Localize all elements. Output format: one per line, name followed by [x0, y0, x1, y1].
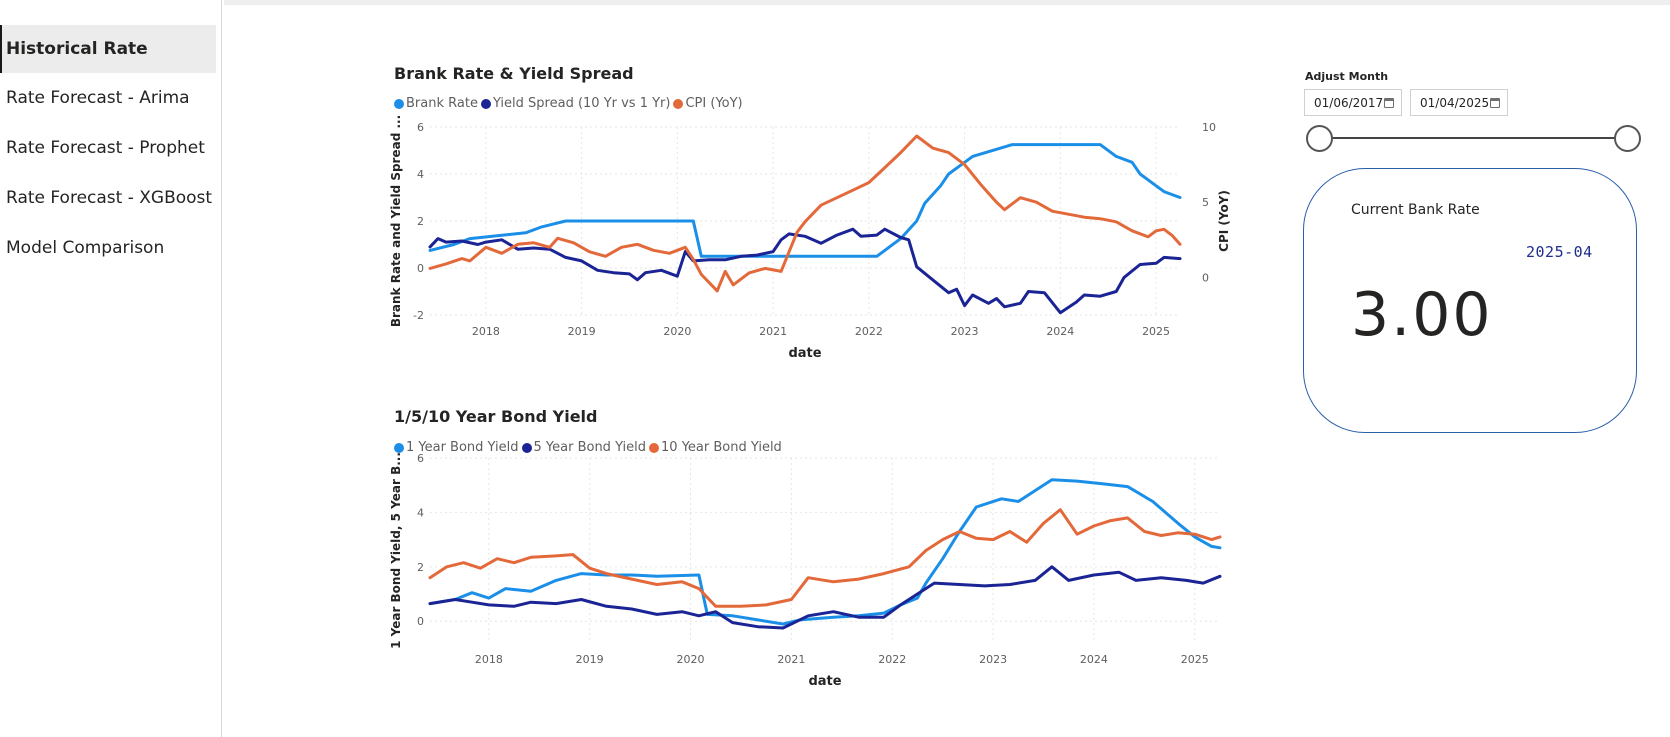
chart-legend: Brank Rate Yield Spread (10 Yr vs 1 Yr) … — [394, 96, 746, 111]
legend-item[interactable]: 5 Year Bond Yield — [521, 440, 647, 455]
slicer-title: Adjust Month — [1305, 70, 1389, 83]
y-tick-label: 2 — [417, 215, 424, 228]
x-tick-label: 2020 — [663, 325, 691, 338]
x-tick-label: 2018 — [475, 653, 503, 666]
y2-axis-title: CPI (YoY) — [1217, 190, 1231, 252]
x-tick-label: 2021 — [777, 653, 805, 666]
y-axis-title: 1 Year Bond Yield, 5 Year B... — [389, 452, 403, 649]
x-tick-label: 2020 — [677, 653, 705, 666]
x-axis-title: date — [788, 346, 821, 361]
calendar-icon[interactable] — [1490, 98, 1500, 108]
y-axis-title: Brank Rate and Yield Spread ... — [389, 115, 403, 327]
card-date: 2025-04 — [1526, 243, 1593, 261]
x-tick-label: 2023 — [951, 325, 979, 338]
nav-item-model-comparison[interactable]: Model Comparison — [0, 224, 216, 272]
series-line-yield-spread-10-yr-vs-1-yr — [428, 227, 1182, 315]
x-axis-title: date — [808, 674, 841, 689]
date-range-slider-track[interactable] — [1320, 137, 1628, 139]
card-title: Current Bank Rate — [1351, 202, 1480, 218]
x-tick-label: 2025 — [1181, 653, 1209, 666]
y-tick-label: -2 — [413, 309, 424, 322]
start-date-input[interactable]: 01/06/2017 — [1304, 89, 1402, 116]
x-tick-label: 2022 — [878, 653, 906, 666]
nav-item-rate-forecast-xgboost[interactable]: Rate Forecast - XGBoost — [0, 174, 216, 222]
chart-legend: 1 Year Bond Yield 5 Year Bond Yield 10 Y… — [394, 440, 785, 455]
x-tick-label: 2022 — [855, 325, 883, 338]
end-date-value: 01/04/2025 — [1420, 95, 1490, 110]
legend-marker-icon — [521, 442, 532, 453]
x-tick-label: 2021 — [759, 325, 787, 338]
y-tick-label: 4 — [417, 168, 424, 181]
legend-item[interactable]: CPI (YoY) — [673, 96, 743, 111]
y-tick-label: 6 — [417, 452, 424, 465]
x-tick-label: 2024 — [1080, 653, 1108, 666]
legend-label: 10 Year Bond Yield — [661, 440, 782, 455]
legend-item[interactable]: Yield Spread (10 Yr vs 1 Yr) — [480, 96, 671, 111]
y-tick-label: 0 — [417, 262, 424, 275]
legend-label: 5 Year Bond Yield — [533, 440, 647, 455]
legend-label: 1 Year Bond Yield — [406, 440, 519, 455]
series-line-cpi-yoy — [428, 134, 1182, 293]
bank-rate-yield-spread-chart[interactable]: -2 0 2 4 6 0 5 10 2018 2019 2020 2021 2022 2023 2024 20… — [380, 115, 1280, 380]
report-top-bar — [224, 0, 1670, 5]
calendar-icon[interactable] — [1384, 98, 1394, 108]
chart-title: 1/5/10 Year Bond Yield — [394, 407, 598, 426]
legend-item[interactable]: 1 Year Bond Yield — [394, 440, 519, 455]
x-tick-label: 2023 — [979, 653, 1007, 666]
legend-item[interactable]: Brank Rate — [394, 96, 478, 111]
x-tick-label: 2019 — [568, 325, 596, 338]
legend-label: Brank Rate — [406, 96, 478, 111]
y2-tick-label: 10 — [1202, 121, 1216, 134]
series-line-1-year-bond-yield — [428, 478, 1222, 626]
y-tick-label: 6 — [417, 121, 424, 134]
nav-item-label: Rate Forecast - XGBoost — [6, 188, 213, 208]
legend-marker-icon — [673, 98, 684, 109]
series-line-10-year-bond-yield — [428, 508, 1222, 608]
legend-marker-icon — [394, 98, 404, 109]
legend-marker-icon — [480, 98, 491, 109]
slider-start-handle[interactable] — [1306, 125, 1333, 152]
nav-item-label: Rate Forecast - Arima — [6, 88, 190, 108]
y-tick-label: 2 — [417, 561, 424, 574]
nav-item-label: Rate Forecast - Prophet — [6, 138, 205, 158]
nav-item-label: Historical Rate — [6, 39, 148, 59]
y2-tick-label: 0 — [1202, 271, 1209, 284]
x-tick-label: 2019 — [576, 653, 604, 666]
legend-label: CPI (YoY) — [685, 96, 743, 111]
chart-title: Brank Rate & Yield Spread — [394, 64, 634, 83]
page-navigation-sidebar: Historical Rate Rate Forecast - Arima Ra… — [0, 0, 222, 737]
x-tick-label: 2025 — [1142, 325, 1170, 338]
end-date-input[interactable]: 01/04/2025 — [1410, 89, 1508, 116]
nav-item-historical-rate[interactable]: Historical Rate — [0, 25, 216, 73]
legend-marker-icon — [649, 442, 660, 453]
card-value: 3.00 — [1351, 280, 1493, 350]
series-line-5-year-bond-yield — [428, 565, 1222, 630]
start-date-value: 01/06/2017 — [1314, 95, 1384, 110]
y-tick-label: 4 — [417, 506, 424, 519]
series-line-brank-rate — [428, 143, 1182, 258]
legend-label: Yield Spread (10 Yr vs 1 Yr) — [492, 96, 671, 111]
x-tick-label: 2018 — [472, 325, 500, 338]
legend-item[interactable]: 10 Year Bond Yield — [649, 440, 782, 455]
x-tick-label: 2024 — [1046, 325, 1074, 338]
nav-item-rate-forecast-prophet[interactable]: Rate Forecast - Prophet — [0, 124, 216, 172]
nav-item-rate-forecast-arima[interactable]: Rate Forecast - Arima — [0, 74, 216, 122]
y2-tick-label: 5 — [1202, 196, 1209, 209]
legend-marker-icon — [394, 442, 404, 453]
bond-yield-chart[interactable]: 0 2 4 6 2018 2019 2020 2021 2022 2023 2024 2025 date… — [380, 452, 1280, 708]
nav-item-label: Model Comparison — [6, 238, 165, 258]
current-bank-rate-card — [1303, 168, 1637, 433]
y-tick-label: 0 — [417, 615, 424, 628]
slider-end-handle[interactable] — [1614, 125, 1641, 152]
